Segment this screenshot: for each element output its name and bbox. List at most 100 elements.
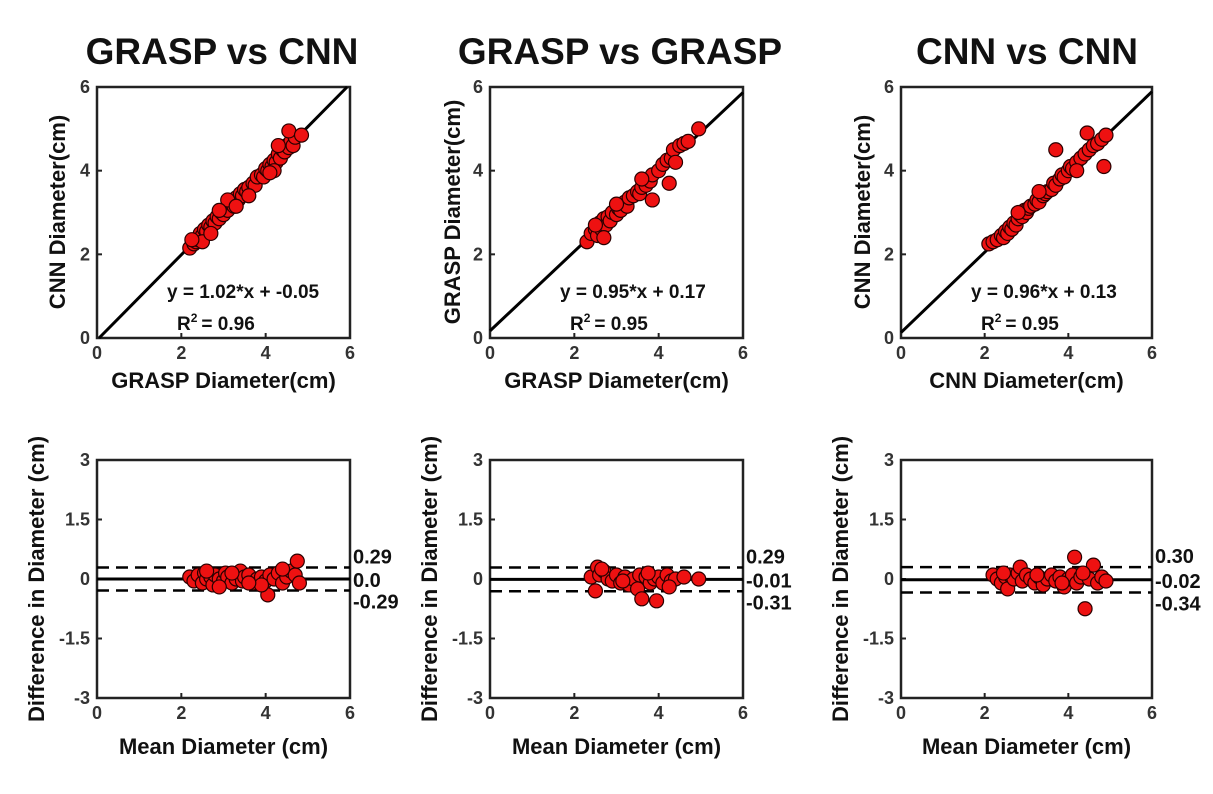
plot-frame [899,85,1154,340]
y-tick-label: 3 [80,450,90,470]
y-tick-label: 0 [884,328,894,348]
data-point [691,571,707,587]
y-tick-label: 0 [80,328,90,348]
lower-limit-label: -0.29 [353,592,399,614]
data-point [634,591,650,607]
x-tick-label: 2 [569,343,579,363]
r-squared-label: R2 = 0.95 [570,311,648,335]
data-point [995,565,1012,581]
x-axis-label: Mean Diameter (cm) [922,734,1131,759]
panel-cnn-vs-cnn-regression: 0 2 4 6 0 2 4 6 CNN Diameter(cm) CNN Diameter(cm)… [850,77,1157,393]
y-tick-label: 6 [80,77,90,97]
y-tick-label: 1.5 [869,510,894,530]
data-point [648,593,665,609]
x-tick-label: 6 [345,343,355,363]
panel-grasp-vs-cnn-regression: 0 2 4 6 0 2 4 6 GRASP Diameter(cm) CNN Diameter(c… [45,77,355,393]
data-point [289,553,305,569]
x-tick-label: 0 [485,703,495,723]
x-tick-label: 6 [1147,343,1157,363]
data-point [1029,567,1045,583]
data-point [640,565,656,581]
x-axis-label: CNN Diameter(cm) [929,368,1123,393]
data-point [608,196,625,212]
r-squared-value: = 0.95 [594,314,648,335]
x-tick-label: 4 [261,343,271,363]
data-point [661,579,677,595]
data-point [1098,573,1114,589]
x-tick-label: 4 [1063,343,1073,363]
data-point [1067,549,1083,565]
plot-frame [488,85,745,340]
panel-grasp-vs-cnn-bland-altman: 0 2 4 6 3 1.5 0 -1.5 -3 Mean Diameter (cm) Differe… [24,436,399,759]
x-tick-label: 6 [738,343,748,363]
data-point [1096,158,1112,175]
data-point [667,154,684,170]
data-point [241,188,257,204]
r-squared-label: R2 = 0.96 [177,311,255,335]
y-tick-label: 1.5 [65,510,90,530]
data-point [587,583,604,599]
r-squared-superscript: 2 [191,311,198,325]
data-point [274,561,291,577]
data-point [644,192,660,208]
x-tick-label: 2 [176,343,186,363]
data-point [293,127,310,143]
data-point [1031,183,1047,200]
data-point [615,573,631,589]
data-point [253,577,270,593]
x-tick-label: 4 [654,343,664,363]
y-tick-label: 3 [884,450,894,470]
x-tick-label: 0 [92,343,102,363]
data-point [184,232,200,248]
y-axis-label: Difference in Diameter (cm) [828,436,853,722]
x-tick-label: 4 [261,703,271,723]
data-point [676,569,692,585]
data-point [1010,204,1026,221]
fit-equation-label: y = 1.02*x + -0.05 [167,282,320,303]
lower-limit-label: -0.34 [1155,593,1201,615]
y-tick-label: 2 [884,244,894,264]
data-point [1085,557,1102,573]
x-tick-label: 0 [92,703,102,723]
data-point [634,171,650,187]
data-point [1054,575,1070,591]
data-point [691,121,707,137]
x-axis-label: Mean Diameter (cm) [512,734,721,759]
y-tick-label: 2 [80,244,90,264]
x-tick-label: 4 [1063,703,1073,723]
y-tick-label: 0 [884,569,894,589]
title-grasp-vs-cnn: GRASP vs CNN [86,31,359,72]
data-point [1077,601,1093,617]
mean-difference-label: -0.01 [746,570,792,592]
r-squared-superscript: 2 [995,311,1002,325]
x-tick-label: 0 [896,703,906,723]
x-tick-label: 2 [176,703,186,723]
data-point [594,561,610,577]
y-tick-label: -3 [74,688,90,708]
x-tick-label: 2 [980,343,990,363]
data-point [281,123,297,139]
y-tick-label: -1.5 [863,629,894,649]
x-tick-label: 6 [1147,703,1157,723]
data-point [661,175,677,191]
data-point [1079,125,1095,141]
mean-difference-label: 0.0 [353,570,381,592]
y-tick-label: 4 [473,161,483,181]
data-point [1069,163,1085,179]
r-squared-symbol: R [570,314,584,335]
x-tick-label: 0 [896,343,906,363]
x-tick-label: 2 [569,703,579,723]
data-point [241,575,257,591]
y-axis-label: CNN Diameter(cm) [850,115,875,309]
data-point [203,225,219,242]
y-axis-label: Difference in Diameter (cm) [417,436,442,722]
data-point [1098,127,1114,143]
y-axis-label: CNN Diameter(cm) [45,115,70,309]
y-tick-label: 6 [473,77,483,97]
upper-limit-label: 0.29 [746,546,785,568]
data-point [270,137,286,154]
y-tick-label: -1.5 [452,629,483,649]
y-tick-label: -3 [467,688,483,708]
r-squared-symbol: R [981,314,995,335]
